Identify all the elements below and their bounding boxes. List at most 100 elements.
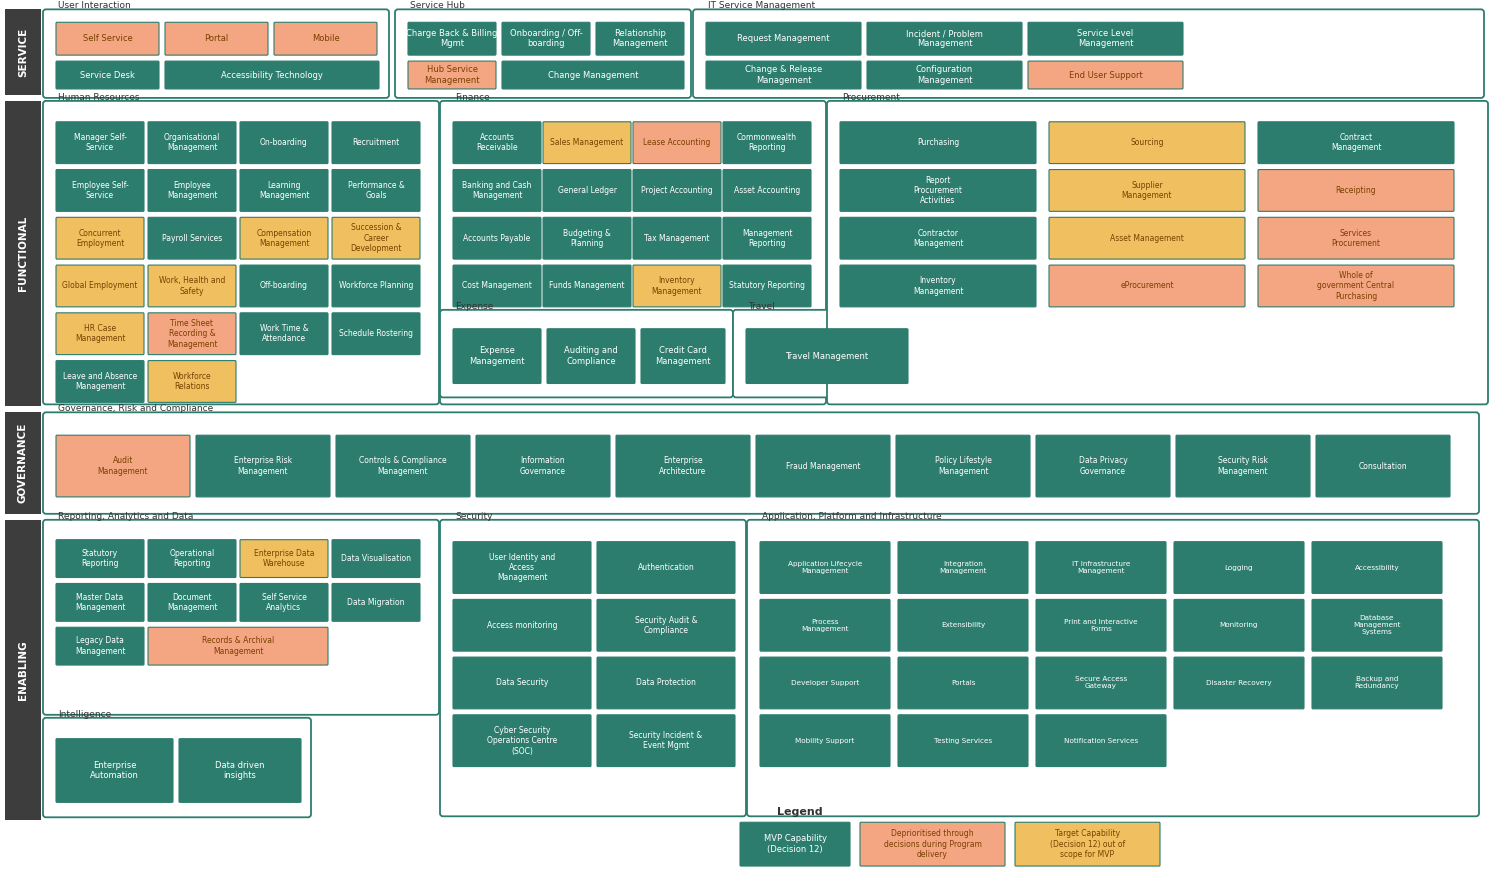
- Text: Accessibility: Accessibility: [1355, 564, 1399, 570]
- Text: Project Accounting: Project Accounting: [642, 186, 713, 195]
- FancyBboxPatch shape: [440, 101, 827, 405]
- FancyBboxPatch shape: [333, 265, 421, 307]
- FancyBboxPatch shape: [1035, 435, 1170, 497]
- Text: Management
Reporting: Management Reporting: [742, 229, 792, 248]
- Text: Backup and
Redundancy: Backup and Redundancy: [1355, 676, 1399, 689]
- Text: Portal: Portal: [204, 34, 228, 43]
- Text: Accessibility Technology: Accessibility Technology: [221, 71, 322, 80]
- FancyBboxPatch shape: [43, 519, 439, 715]
- Text: Self Service: Self Service: [82, 34, 133, 43]
- FancyBboxPatch shape: [867, 61, 1022, 89]
- Text: Extensibility: Extensibility: [941, 622, 985, 628]
- Text: Application Lifecycle
Management: Application Lifecycle Management: [788, 561, 862, 574]
- Text: Auditing and
Compliance: Auditing and Compliance: [564, 346, 618, 366]
- FancyBboxPatch shape: [333, 217, 421, 259]
- Text: Sales Management: Sales Management: [551, 138, 624, 147]
- FancyBboxPatch shape: [1316, 435, 1450, 497]
- Text: Accounts
Receivable: Accounts Receivable: [476, 133, 518, 152]
- Text: User Identity and
Access
Management: User Identity and Access Management: [489, 553, 555, 583]
- FancyBboxPatch shape: [724, 217, 812, 259]
- FancyBboxPatch shape: [1049, 170, 1244, 211]
- FancyBboxPatch shape: [746, 328, 909, 384]
- FancyBboxPatch shape: [633, 265, 721, 307]
- Text: Procurement: Procurement: [841, 93, 900, 102]
- Text: Global Employment: Global Employment: [63, 281, 137, 291]
- FancyBboxPatch shape: [43, 101, 439, 405]
- FancyBboxPatch shape: [759, 715, 891, 766]
- Bar: [4, 519, 40, 820]
- FancyBboxPatch shape: [1174, 599, 1304, 651]
- FancyBboxPatch shape: [597, 541, 736, 593]
- FancyBboxPatch shape: [240, 540, 328, 577]
- Text: Supplier
Management: Supplier Management: [1122, 180, 1173, 200]
- FancyBboxPatch shape: [336, 435, 470, 497]
- Text: Credit Card
Management: Credit Card Management: [655, 346, 710, 366]
- FancyBboxPatch shape: [543, 170, 631, 211]
- FancyBboxPatch shape: [840, 170, 1035, 211]
- Text: Security Incident &
Event Mgmt: Security Incident & Event Mgmt: [630, 731, 703, 751]
- Text: Audit
Management: Audit Management: [98, 456, 148, 476]
- Text: Schedule Rostering: Schedule Rostering: [339, 329, 413, 338]
- FancyBboxPatch shape: [166, 22, 269, 55]
- Text: Access monitoring: Access monitoring: [486, 621, 557, 630]
- Text: Performance &
Goals: Performance & Goals: [348, 180, 404, 200]
- FancyBboxPatch shape: [633, 170, 721, 211]
- Text: Cyber Security
Operations Centre
(SOC): Cyber Security Operations Centre (SOC): [486, 726, 557, 756]
- Text: Asset Accounting: Asset Accounting: [734, 186, 800, 195]
- Text: Change Management: Change Management: [548, 71, 639, 80]
- Text: Inventory
Management: Inventory Management: [652, 276, 703, 296]
- Text: Manager Self-
Service: Manager Self- Service: [73, 133, 127, 152]
- FancyBboxPatch shape: [706, 61, 861, 89]
- Text: Document
Management: Document Management: [167, 593, 218, 612]
- FancyBboxPatch shape: [724, 122, 812, 164]
- FancyBboxPatch shape: [407, 61, 495, 89]
- Text: Funds Management: Funds Management: [549, 281, 625, 291]
- Text: Contractor
Management: Contractor Management: [913, 229, 964, 248]
- Text: Enterprise
Automation: Enterprise Automation: [90, 761, 139, 781]
- FancyBboxPatch shape: [501, 22, 589, 55]
- FancyBboxPatch shape: [759, 657, 891, 709]
- FancyBboxPatch shape: [706, 22, 861, 55]
- FancyBboxPatch shape: [1028, 61, 1183, 89]
- FancyBboxPatch shape: [148, 583, 236, 621]
- Text: Enterprise Risk
Management: Enterprise Risk Management: [234, 456, 292, 476]
- FancyBboxPatch shape: [692, 10, 1485, 98]
- FancyBboxPatch shape: [1176, 435, 1310, 497]
- FancyBboxPatch shape: [840, 217, 1035, 259]
- Text: Asset Management: Asset Management: [1110, 234, 1185, 243]
- Text: Integration
Management: Integration Management: [940, 561, 986, 574]
- FancyBboxPatch shape: [57, 217, 145, 259]
- Text: Policy Lifestyle
Management: Policy Lifestyle Management: [934, 456, 992, 476]
- FancyBboxPatch shape: [733, 310, 919, 398]
- Text: Contract
Management: Contract Management: [1331, 133, 1382, 152]
- Text: Security Audit &
Compliance: Security Audit & Compliance: [634, 616, 697, 635]
- FancyBboxPatch shape: [548, 328, 636, 384]
- FancyBboxPatch shape: [1174, 541, 1304, 593]
- Text: Work, Health and
Safety: Work, Health and Safety: [158, 276, 225, 296]
- FancyBboxPatch shape: [897, 435, 1029, 497]
- Text: Tax Management: Tax Management: [645, 234, 710, 243]
- Bar: [4, 10, 40, 95]
- Text: HR Case
Management: HR Case Management: [75, 324, 125, 343]
- Text: Inventory
Management: Inventory Management: [913, 276, 964, 296]
- Text: Request Management: Request Management: [737, 34, 830, 43]
- FancyBboxPatch shape: [543, 122, 631, 164]
- Text: Organisational
Management: Organisational Management: [164, 133, 221, 152]
- Text: Commonwealth
Reporting: Commonwealth Reporting: [737, 133, 797, 152]
- Text: Configuration
Management: Configuration Management: [916, 66, 973, 85]
- FancyBboxPatch shape: [1258, 265, 1455, 307]
- FancyBboxPatch shape: [148, 217, 236, 259]
- Text: SERVICE: SERVICE: [18, 27, 28, 77]
- Text: Mobile: Mobile: [312, 34, 339, 43]
- FancyBboxPatch shape: [43, 717, 310, 817]
- Text: Print and Interactive
Forms: Print and Interactive Forms: [1064, 618, 1138, 632]
- Bar: [4, 413, 40, 514]
- FancyBboxPatch shape: [275, 22, 377, 55]
- Text: Employee Self-
Service: Employee Self- Service: [72, 180, 128, 200]
- Text: End User Support: End User Support: [1068, 71, 1143, 80]
- Text: eProcurement: eProcurement: [1120, 281, 1174, 291]
- Text: Process
Management: Process Management: [801, 618, 849, 632]
- FancyBboxPatch shape: [454, 715, 591, 766]
- Text: Time Sheet
Recording &
Management: Time Sheet Recording & Management: [167, 319, 218, 349]
- FancyBboxPatch shape: [407, 22, 495, 55]
